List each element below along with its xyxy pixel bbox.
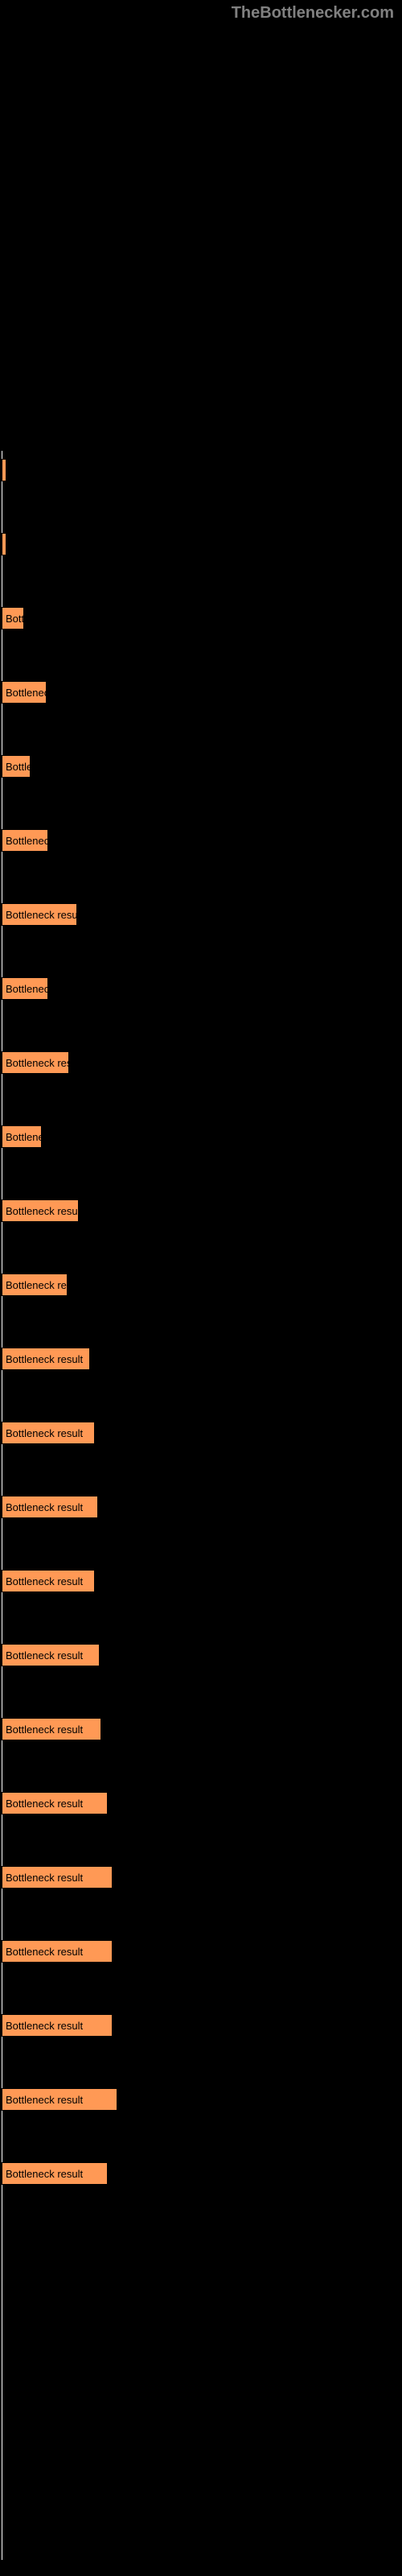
bar: Bottleneck result (2, 977, 48, 1000)
bar-row: Bottleneck result (2, 829, 48, 852)
bar: Bottleneck result (2, 1496, 98, 1518)
bar: Bottleneck result (2, 533, 6, 555)
bar: Bottleneck result (2, 1792, 108, 1814)
bar: Bottleneck result (2, 829, 48, 852)
bar: Bottleneck result (2, 1940, 113, 1963)
bar: Bottleneck result (2, 1644, 100, 1666)
watermark: TheBottlenecker.com (232, 4, 394, 23)
bar-row: Bottleneck result (2, 1199, 79, 1222)
bar-row: Bottleneck result (2, 459, 6, 481)
bar: Bottleneck result (2, 1570, 95, 1592)
bar-row: Bottleneck result (2, 1718, 101, 1740)
bar-row: Bottleneck result (2, 1570, 95, 1592)
bar: Bottleneck result (2, 1051, 69, 1074)
bar-row: Bottleneck result (2, 1866, 113, 1889)
bar-row: Bottleneck result (2, 1496, 98, 1518)
bar-row: Bottleneck result (2, 755, 31, 778)
bar-row: Bottleneck result (2, 1125, 42, 1148)
bar: Bottleneck result (2, 1274, 68, 1296)
bar-row: Bottleneck result (2, 1348, 90, 1370)
bar: Bottleneck result (2, 1125, 42, 1148)
bar: Bottleneck result (2, 1866, 113, 1889)
bar: Bottleneck result (2, 2162, 108, 2185)
bar: Bottleneck result (2, 2014, 113, 2037)
bar-row: Bottleneck result (2, 2088, 117, 2111)
bar-row: Bottleneck result (2, 977, 48, 1000)
bar: Bottleneck result (2, 607, 24, 630)
bar: Bottleneck result (2, 1422, 95, 1444)
bar-row: Bottleneck result (2, 903, 77, 926)
bar-row: Bottleneck result (2, 1792, 108, 1814)
bar-row: Bottleneck result (2, 2014, 113, 2037)
bar: Bottleneck result (2, 1348, 90, 1370)
bar: Bottleneck result (2, 459, 6, 481)
bar-row: Bottleneck result (2, 1274, 68, 1296)
bar-row: Bottleneck result (2, 681, 47, 704)
bar: Bottleneck result (2, 2088, 117, 2111)
bar-row: Bottleneck result (2, 1644, 100, 1666)
bar: Bottleneck result (2, 1199, 79, 1222)
bar: Bottleneck result (2, 1718, 101, 1740)
bar-row: Bottleneck result (2, 1940, 113, 1963)
bar-row: Bottleneck result (2, 1051, 69, 1074)
bar: Bottleneck result (2, 755, 31, 778)
bar-row: Bottleneck result (2, 2162, 108, 2185)
bar: Bottleneck result (2, 903, 77, 926)
bar-row: Bottleneck result (2, 1422, 95, 1444)
bar: Bottleneck result (2, 681, 47, 704)
bar-row: Bottleneck result (2, 607, 24, 630)
bar-row: Bottleneck result (2, 533, 6, 555)
